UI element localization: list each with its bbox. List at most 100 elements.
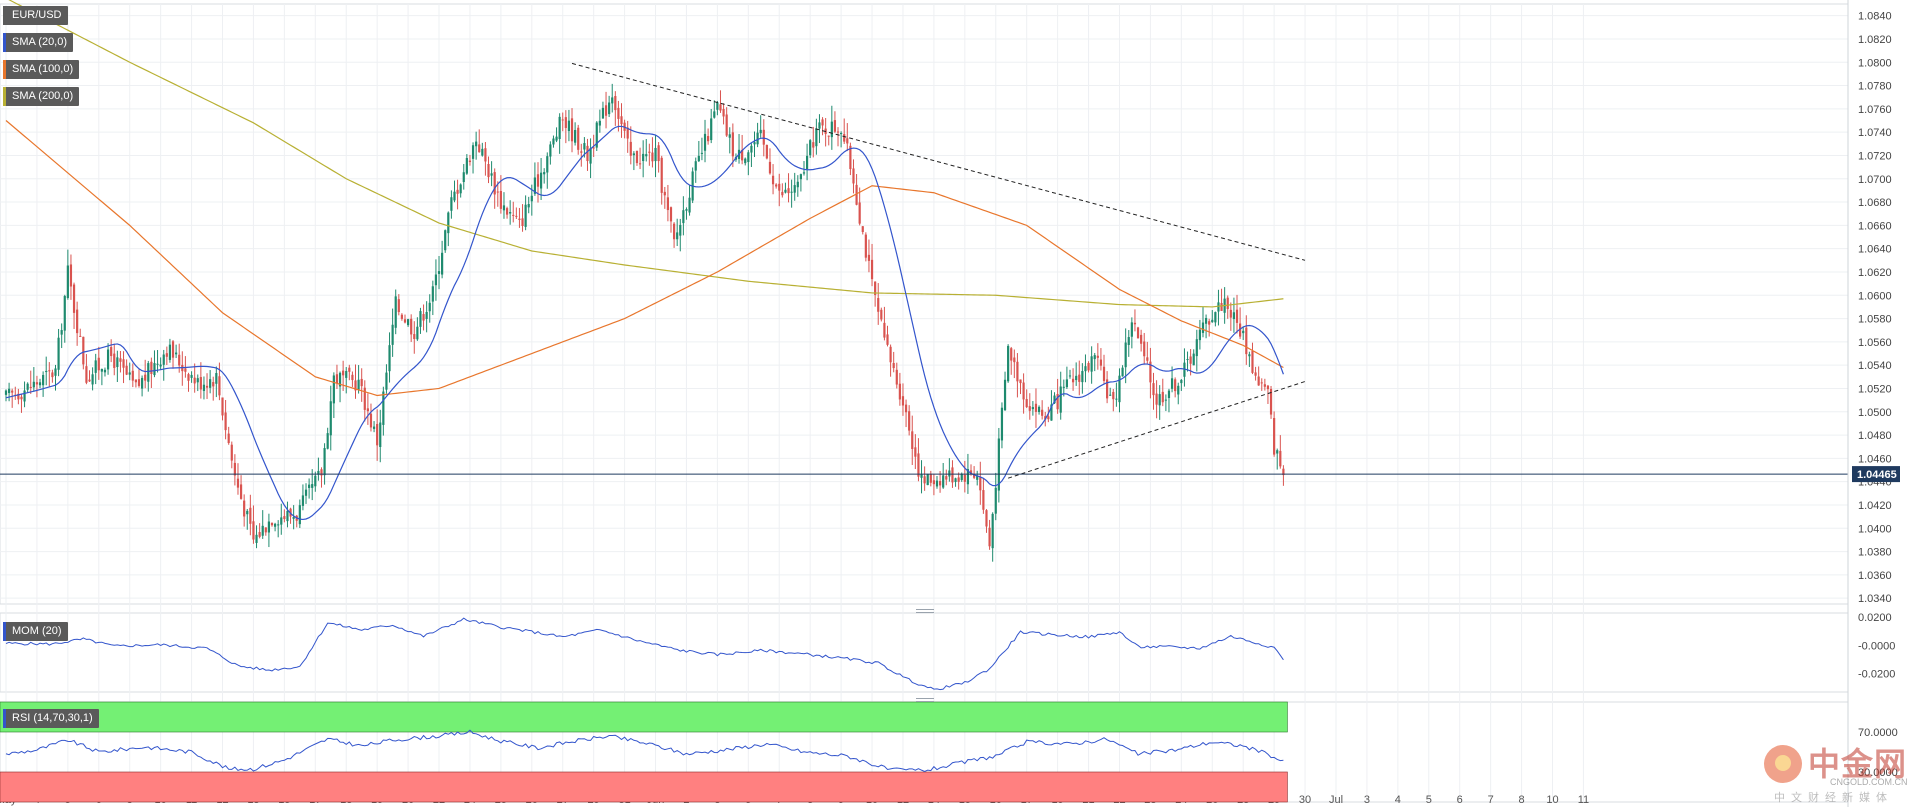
- candle-body: [1078, 374, 1081, 382]
- y-tick-label: 1.0660: [1858, 220, 1892, 232]
- candle-body: [694, 161, 697, 171]
- x-tick-label: 8: [1519, 794, 1525, 806]
- candle-body: [320, 469, 323, 476]
- candle-body: [744, 158, 747, 164]
- candle-body: [892, 363, 895, 369]
- candle-body: [422, 314, 425, 321]
- legend-symbol[interactable]: EUR/USD: [3, 6, 68, 25]
- momentum-pane-bg: [0, 612, 1849, 693]
- candle-body: [549, 144, 552, 157]
- candle-body: [509, 211, 512, 214]
- candle-body: [314, 475, 317, 487]
- candle-body: [465, 158, 468, 174]
- x-tick-label: Jul: [1329, 794, 1343, 806]
- candle-body: [827, 135, 830, 137]
- candle-body: [326, 433, 329, 449]
- candle-body: [97, 357, 100, 371]
- candle-body: [867, 254, 871, 261]
- candle-body: [456, 189, 459, 194]
- candle-body: [765, 144, 768, 159]
- legend-sma20[interactable]: SMA (20,0): [3, 33, 74, 52]
- candle-body: [351, 374, 354, 381]
- candle-body: [929, 474, 932, 483]
- x-tick-label: 30: [1299, 794, 1311, 806]
- candle-body: [725, 114, 728, 136]
- candle-body: [849, 145, 852, 170]
- candle-body: [645, 154, 648, 157]
- y-tick-label: 1.0580: [1858, 314, 1892, 326]
- candle-body: [218, 376, 221, 396]
- candle-body: [679, 224, 682, 236]
- candle-body: [342, 370, 345, 376]
- candle-body: [1133, 322, 1137, 325]
- candle-body: [614, 96, 617, 111]
- candle-body: [283, 516, 286, 520]
- candle-body: [487, 164, 490, 178]
- y-tick-label: 1.0680: [1858, 197, 1892, 209]
- candle-body: [954, 478, 957, 482]
- candle-body: [935, 480, 939, 487]
- candle-body: [26, 383, 29, 390]
- candle-body: [654, 147, 657, 162]
- pane-resize-handle-1[interactable]: [916, 609, 934, 613]
- sma-200-line: [8, 0, 1284, 308]
- candle-body: [741, 150, 744, 161]
- candle-body: [533, 177, 537, 194]
- candle-body: [886, 334, 889, 345]
- candle-body: [580, 151, 583, 153]
- candle-body: [799, 174, 803, 180]
- candle-body: [676, 232, 679, 240]
- candle-body: [1065, 379, 1068, 388]
- candle-body: [168, 344, 172, 360]
- legend-rsi[interactable]: RSI (14,70,30,1): [3, 709, 99, 728]
- candle-body: [376, 423, 379, 446]
- candle-body: [286, 510, 289, 522]
- candle-body: [1279, 450, 1282, 467]
- y-tick-label: 1.0640: [1858, 244, 1892, 256]
- candle-body: [592, 147, 595, 149]
- candle-body: [403, 319, 407, 323]
- candle-body: [140, 377, 144, 389]
- momentum-y-tick: -0.0000: [1858, 640, 1895, 652]
- candle-body: [187, 374, 190, 381]
- candle-body: [48, 370, 51, 372]
- candle-body: [543, 172, 546, 175]
- y-tick-label: 1.0500: [1858, 407, 1892, 419]
- candle-body: [345, 371, 348, 378]
- candle-body: [710, 118, 713, 141]
- candle-body: [32, 381, 35, 388]
- candle-body: [611, 97, 614, 104]
- legend-sma200[interactable]: SMA (200,0): [3, 87, 80, 106]
- candle-body: [45, 370, 48, 373]
- candle-body: [1273, 417, 1276, 455]
- legend-sma100[interactable]: SMA (100,0): [3, 60, 80, 79]
- candle-body: [1158, 394, 1161, 406]
- candle-body: [713, 111, 716, 118]
- candle-body: [1090, 356, 1093, 372]
- candle-body: [1254, 372, 1257, 376]
- candle-body: [657, 145, 660, 162]
- y-tick-label: 1.0340: [1858, 593, 1892, 605]
- candle-body: [969, 470, 973, 475]
- trendline-1: [571, 62, 1306, 261]
- candle-body: [270, 522, 274, 526]
- pane-resize-handle-2[interactable]: [916, 698, 934, 702]
- candle-body: [1106, 379, 1109, 399]
- candle-body: [205, 385, 209, 388]
- legend-momentum[interactable]: MOM (20): [3, 622, 68, 641]
- candle-body: [388, 345, 391, 372]
- candle-body: [261, 525, 264, 536]
- candle-body: [703, 133, 707, 151]
- y-tick-label: 1.0460: [1858, 453, 1892, 465]
- candle-body: [527, 204, 530, 208]
- candle-body: [1204, 317, 1208, 324]
- candle-body: [762, 129, 765, 145]
- candle-body: [493, 172, 496, 195]
- watermark-title: 中金网: [1808, 745, 1908, 783]
- candle-body: [391, 324, 394, 345]
- candle-body: [363, 387, 366, 410]
- sma-100-line: [5, 120, 1284, 397]
- candle-body: [431, 286, 434, 302]
